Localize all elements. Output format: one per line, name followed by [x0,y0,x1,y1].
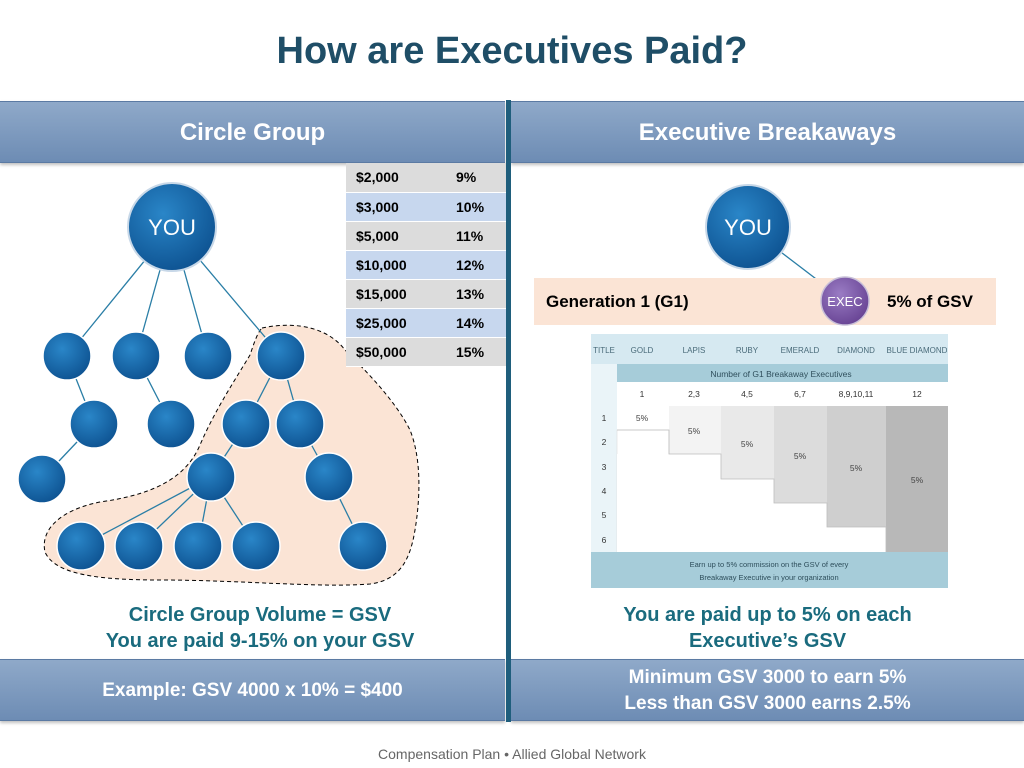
grid-count: 4,5 [741,389,753,399]
rate-gsv-cell: $25,000 [346,308,446,338]
grid-gen: 3 [602,462,607,472]
rate-row: $5,000 11% [346,221,508,251]
grid-count: 6,7 [794,389,806,399]
grid-footnote: Earn up to 5% commission on the GSV of e… [690,560,849,569]
generation-1-percent: 5% of GSV [887,292,973,311]
rate-gsv-cell: $10,000 [346,250,446,280]
tree-node [17,454,67,504]
grid-gen: 6 [602,535,607,545]
grid-gen: 4 [602,486,607,496]
grid-cell: 5% [850,463,863,473]
gsv-rate-table: $2,000 9% $3,000 10% $5,000 11% $10,000 12% $15,… [346,163,508,367]
grid-title: BLUE DIAMOND [887,346,948,355]
column-divider [506,100,511,722]
rate-row: $50,000 15% [346,337,508,367]
caption-line: You are paid 9-15% on your GSV [105,630,415,652]
circle-group-area [43,324,420,586]
tree-node [221,399,271,449]
tree-node [173,521,223,571]
tree-node [186,452,236,502]
rate-row: $10,000 12% [346,250,508,280]
rate-row: $25,000 14% [346,308,508,338]
caption-line: Circle Group Volume = GSV [128,604,392,626]
minimum-gsv-line: Minimum GSV 3000 to earn 5% [628,667,907,688]
tree-node [304,452,354,502]
tree-node [183,331,233,381]
circle-group-caption: Circle Group Volume = GSV You are paid 9… [0,602,520,654]
rate-percent-cell: 13% [446,279,508,309]
circle-group-tree: YOU [17,182,420,586]
tree-node [111,331,161,381]
circle-group-header-label: Circle Group [179,119,326,146]
you-node [127,182,217,272]
breakaway-caption: You are paid up to 5% on each Executive’… [511,602,1024,654]
grid-title: LAPIS [683,346,706,355]
grid-count: 1 [640,389,645,399]
tree-node [256,331,306,381]
grid-title: DIAMOND [837,346,875,355]
rate-percent-cell: 14% [446,308,508,338]
tree-node [231,521,281,571]
rate-gsv-cell: $2,000 [346,163,446,193]
rate-percent-cell: 15% [446,337,508,367]
grid-cell: 5% [688,426,701,436]
tree-node [56,521,106,571]
minimum-gsv-band: Minimum GSV 3000 to earn 5% Less than GS… [511,659,1024,721]
example-text: Example: GSV 4000 x 10% = $400 [102,680,403,701]
circle-group-header: Circle Group [0,101,505,163]
rate-gsv-cell: $15,000 [346,279,446,309]
grid-title: EMERALD [781,346,820,355]
grid-title: GOLD [631,346,654,355]
generation-1-label: Generation 1 (G1) [546,292,689,311]
executive-breakaways-header: Executive Breakaways [511,101,1024,163]
rate-gsv-cell: $5,000 [346,221,446,251]
grid-footnote: Breakaway Executive in your organization [699,573,838,582]
minimum-gsv-line: Less than GSV 3000 earns 2.5% [624,693,911,714]
rate-percent-cell: 10% [446,192,508,222]
minimum-gsv-text: Minimum GSV 3000 to earn 5% Less than GS… [511,665,1024,717]
tree-node [114,521,164,571]
breakaway-grid: TITLE GOLD LAPIS RUBY EMERALD DIAMOND BL… [591,334,948,588]
caption-line: You are paid up to 5% on each [623,604,912,626]
grid-cell: 5% [636,413,649,423]
generation-1-bar [534,278,996,325]
tree-node [146,399,196,449]
rate-gsv-cell: $50,000 [346,337,446,367]
grid-cell: 5% [741,439,754,449]
grid-cell: 5% [911,475,924,485]
tree-node [42,331,92,381]
grid-title: RUBY [736,346,759,355]
page-title: How are Executives Paid? [276,30,748,72]
grid-gen: 5 [602,510,607,520]
exec-node [820,276,870,326]
exec-node-label: EXEC [827,294,862,309]
grid-gen: 1 [602,413,607,423]
rate-gsv-cell: $3,000 [346,192,446,222]
breakaway-nodes: YOU EXEC [705,184,870,326]
you-node [705,184,791,270]
tree-node [338,521,388,571]
rate-percent-cell: 11% [446,221,508,251]
grid-count: 8,9,10,11 [839,389,874,399]
rate-row: $3,000 10% [346,192,508,222]
caption-line: Executive’s GSV [688,630,847,652]
rate-percent-cell: 12% [446,250,508,280]
grid-count: 12 [912,389,922,399]
tree-node [69,399,119,449]
page-footer: Compensation Plan • Allied Global Networ… [378,746,646,762]
grid-gen: 2 [602,437,607,447]
you-node-label: YOU [148,215,196,240]
grid-cell: 5% [794,451,807,461]
rate-row: $15,000 13% [346,279,508,309]
you-node-label: YOU [724,215,772,240]
grid-count: 2,3 [688,389,700,399]
tree-node [275,399,325,449]
example-band: Example: GSV 4000 x 10% = $400 [0,659,505,721]
grid-header-note: Number of G1 Breakaway Executives [710,369,851,379]
rate-row: $2,000 9% [346,163,508,193]
executive-breakaways-header-label: Executive Breakaways [638,119,897,146]
rate-percent-cell: 9% [446,163,508,193]
grid-title-col: TITLE [593,346,615,355]
